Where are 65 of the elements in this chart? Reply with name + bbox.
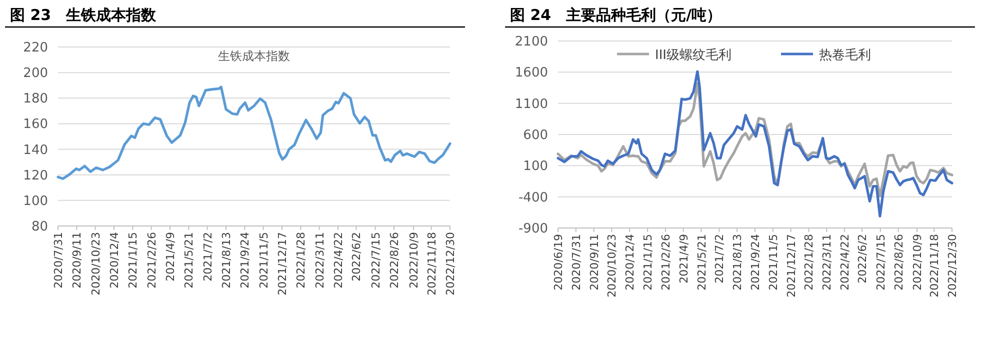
y-tick-label: 2100	[514, 34, 548, 50]
x-tick-label: 2022/1/28	[294, 232, 308, 288]
x-tick-label: 2021/2/26	[659, 234, 672, 290]
x-tick-label: 2021/5/21	[695, 234, 708, 290]
x-tick-label: 2020/10/23	[606, 234, 619, 298]
y-tick-label: 100	[523, 159, 548, 174]
x-tick-label: 2020/10/23	[89, 232, 102, 296]
x-tick-label: 2021/1/15	[126, 232, 140, 288]
chart-subtitle: 生铁成本指数	[218, 49, 290, 63]
y-tick-label: 140	[23, 142, 48, 158]
legend-label: III级螺纹毛利	[655, 48, 732, 63]
y-tick-label: 120	[23, 168, 48, 184]
y-tick-label: 600	[523, 128, 548, 143]
chart-title: 图 23 生铁成本指数	[10, 6, 158, 24]
x-tick-label: 2022/1/28	[802, 234, 816, 290]
y-tick-label: 200	[23, 66, 48, 82]
x-tick-label: 2022/7/15	[874, 234, 888, 290]
x-tick-label: 2021/11/5	[257, 232, 270, 288]
chart-title: 图 24 主要品种毛利（元/吨）	[510, 6, 722, 24]
x-tick-label: 2020/9/11	[588, 234, 601, 290]
x-tick-label: 2021/11/5	[766, 234, 780, 290]
x-tick-label: 2022/10/9	[408, 232, 421, 288]
x-tick-label: 2021/9/24	[749, 234, 762, 290]
y-tick-label: 1600	[514, 66, 548, 81]
x-tick-label: 2022/8/26	[892, 234, 906, 290]
x-tick-label: 2022/11/18	[425, 232, 438, 296]
x-tick-label: 2022/7/15	[369, 232, 382, 288]
x-tick-label: 2022/11/18	[928, 234, 942, 298]
x-tick-label: 2021/12/17	[276, 232, 289, 296]
x-tick-label: 2021/9/24	[238, 232, 252, 288]
y-tick-label: -900	[518, 222, 548, 236]
y-tick-label: 160	[23, 117, 48, 132]
x-tick-label: 2021/7/2	[201, 232, 214, 282]
x-tick-label: 2022/4/22	[332, 232, 345, 288]
x-tick-label: 2021/12/17	[784, 234, 798, 298]
x-tick-label: 2022/8/26	[388, 232, 401, 288]
x-tick-label: 2021/8/13	[220, 232, 233, 288]
x-tick-label: 2022/6/2	[350, 232, 364, 282]
legend-label: 热卷毛利	[819, 48, 871, 63]
y-tick-label: 100	[23, 194, 48, 209]
x-tick-label: 2022/10/9	[911, 234, 924, 290]
x-tick-label: 2022/6/2	[856, 234, 870, 284]
x-tick-label: 2020/12/4	[108, 232, 121, 288]
x-tick-label: 2022/4/22	[838, 234, 852, 290]
x-tick-label: 2021/4/9	[677, 234, 690, 284]
y-tick-label: 1100	[514, 96, 548, 112]
x-tick-label: 2021/5/21	[182, 232, 196, 288]
x-tick-label: 2022/12/30	[444, 232, 457, 296]
x-tick-label: 2020/12/4	[624, 234, 637, 290]
x-tick-label: 2020/6/19	[552, 234, 565, 290]
x-tick-label: 2020/7/31	[570, 234, 583, 290]
x-tick-label: 2022/3/11	[313, 232, 326, 288]
y-tick-label: 80	[31, 220, 48, 234]
x-tick-label: 2021/2/26	[145, 232, 158, 288]
y-tick-label: 180	[23, 92, 48, 107]
y-tick-label: 220	[23, 40, 48, 56]
x-tick-label: 2021/1/15	[642, 234, 655, 290]
x-tick-label: 2021/4/9	[164, 232, 177, 282]
x-tick-label: 2022/12/30	[946, 234, 959, 298]
y-tick-label: -400	[518, 190, 548, 206]
x-tick-label: 2020/9/11	[70, 232, 84, 288]
x-tick-label: 2021/7/2	[713, 234, 726, 284]
x-tick-label: 2022/3/11	[820, 234, 834, 290]
x-tick-label: 2020/7/31	[52, 232, 65, 288]
x-tick-label: 2021/8/13	[731, 234, 744, 290]
